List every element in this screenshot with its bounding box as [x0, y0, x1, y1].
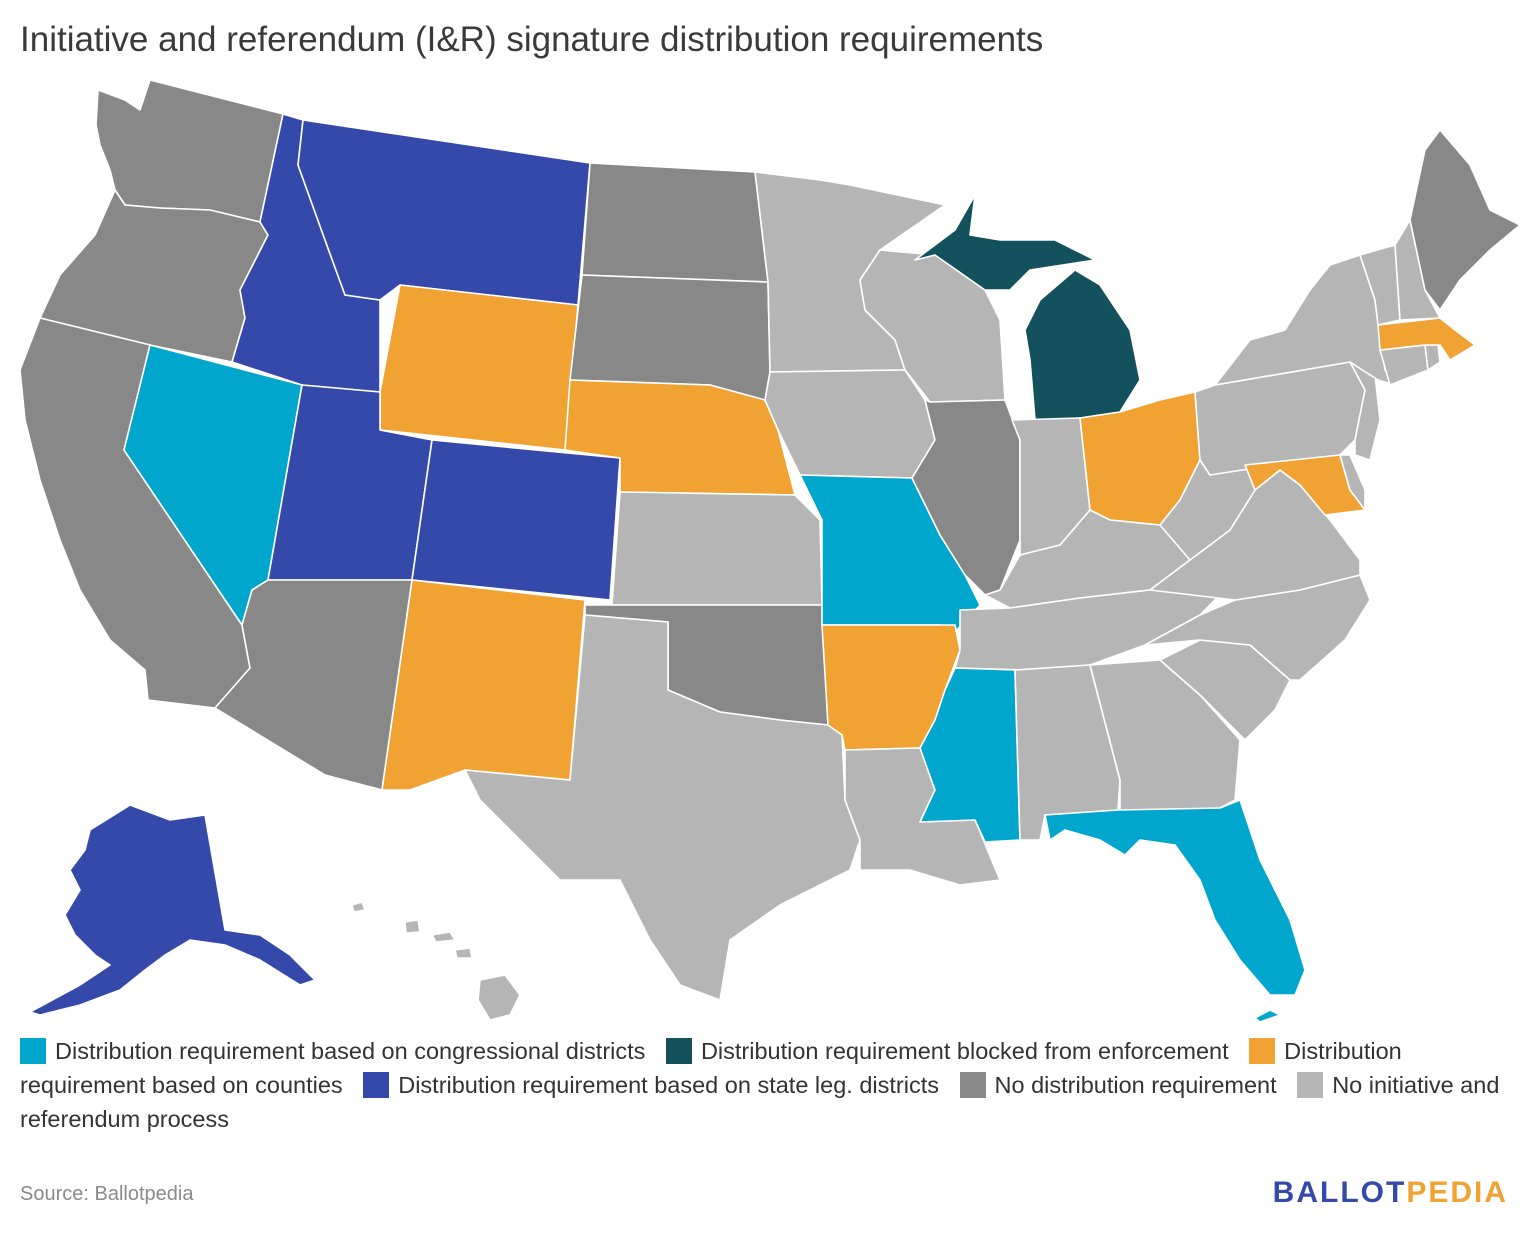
legend-swatch [665, 1038, 692, 1064]
legend-label: Distribution requirement blocked from en… [700, 1038, 1229, 1064]
legend-swatch [959, 1072, 986, 1098]
legend-swatch [363, 1072, 390, 1098]
state-NC [1144, 574, 1371, 681]
state-HI-2 [404, 919, 421, 934]
state-WA [95, 79, 284, 223]
state-MA [1377, 317, 1476, 361]
source-note: Source: Ballotpedia [20, 1183, 194, 1205]
legend-label: Distribution requirement based on counti… [20, 1038, 1402, 1098]
state-AK [29, 804, 316, 1016]
state-HI-4 [454, 947, 473, 959]
state-MI-upper [914, 194, 1096, 291]
state-ME [1409, 129, 1521, 311]
state-DE [1339, 454, 1366, 511]
state-CO [411, 439, 621, 601]
state-KS [611, 491, 823, 606]
legend-swatch [1249, 1038, 1276, 1064]
chart-title: Initiative and referendum (I&R) signatur… [20, 20, 1044, 59]
state-WY [379, 284, 579, 451]
legend: Distribution requirement based on congre… [20, 1034, 1516, 1136]
state-TX [464, 614, 861, 1001]
legend-item-counties: Distribution requirement based on counti… [20, 1038, 1402, 1098]
state-VT [1359, 244, 1401, 326]
legend-item-no-process: No initiative and referendum process [20, 1072, 1499, 1132]
state-FL [1044, 799, 1306, 996]
state-MT [297, 119, 591, 306]
ballotpedia-logo: BALLOTPEDIA [1273, 1176, 1508, 1210]
state-ND [581, 162, 769, 283]
legend-label: Distribution requirement based on state … [398, 1072, 939, 1098]
state-NM [381, 579, 586, 791]
state-MI-lower [1024, 269, 1141, 421]
state-HI-5 [477, 974, 521, 1021]
state-RI [1424, 344, 1441, 371]
state-HI-1 [351, 901, 366, 913]
state-FL-keys [1254, 1009, 1281, 1023]
legend-item-none: No distribution requirement [959, 1072, 1277, 1098]
state-NH [1394, 219, 1441, 321]
legend-swatch [1297, 1072, 1324, 1098]
legend-label: Distribution requirement based on congre… [55, 1038, 646, 1064]
legend-item-congressional: Distribution requirement based on congre… [20, 1038, 645, 1064]
logo-part-ballot: BALLOT [1272, 1176, 1407, 1209]
legend-item-blocked: Distribution requirement blocked from en… [665, 1038, 1229, 1064]
state-IA [764, 369, 936, 479]
legend-swatch [20, 1038, 46, 1064]
us-map [19, 79, 1521, 1023]
state-NJ [1349, 361, 1381, 461]
logo-part-pedia: PEDIA [1406, 1176, 1508, 1209]
state-HI-3 [431, 931, 456, 943]
legend-item-state-leg: Distribution requirement based on state … [363, 1072, 939, 1098]
legend-label: No distribution requirement [994, 1072, 1277, 1098]
legend-label: No initiative and referendum process [20, 1072, 1500, 1132]
